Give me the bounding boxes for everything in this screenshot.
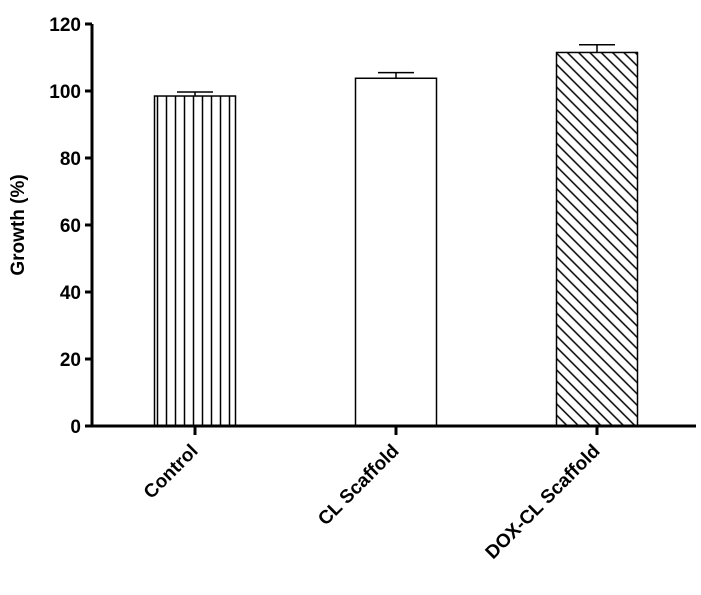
y-tick-label: 100 — [49, 82, 81, 103]
y-tick-label: 80 — [60, 149, 81, 170]
bar-control — [153, 95, 237, 427]
x-tick-label: Control — [140, 441, 203, 504]
y-tick-label: 120 — [49, 15, 81, 36]
y-tick-label: 60 — [60, 216, 81, 237]
y-tick-label: 20 — [60, 350, 81, 371]
y-axis-title: Growth (%) — [8, 174, 29, 275]
x-tick-label: CL Scaffold — [314, 441, 403, 530]
x-tick-label: DOX-CL Scaffold — [482, 441, 605, 564]
bar-cl-scaffold — [354, 77, 438, 427]
bar-dox-cl-scaffold — [555, 51, 639, 427]
y-tick-label: 40 — [60, 283, 81, 304]
y-tick-label: 0 — [70, 417, 81, 438]
